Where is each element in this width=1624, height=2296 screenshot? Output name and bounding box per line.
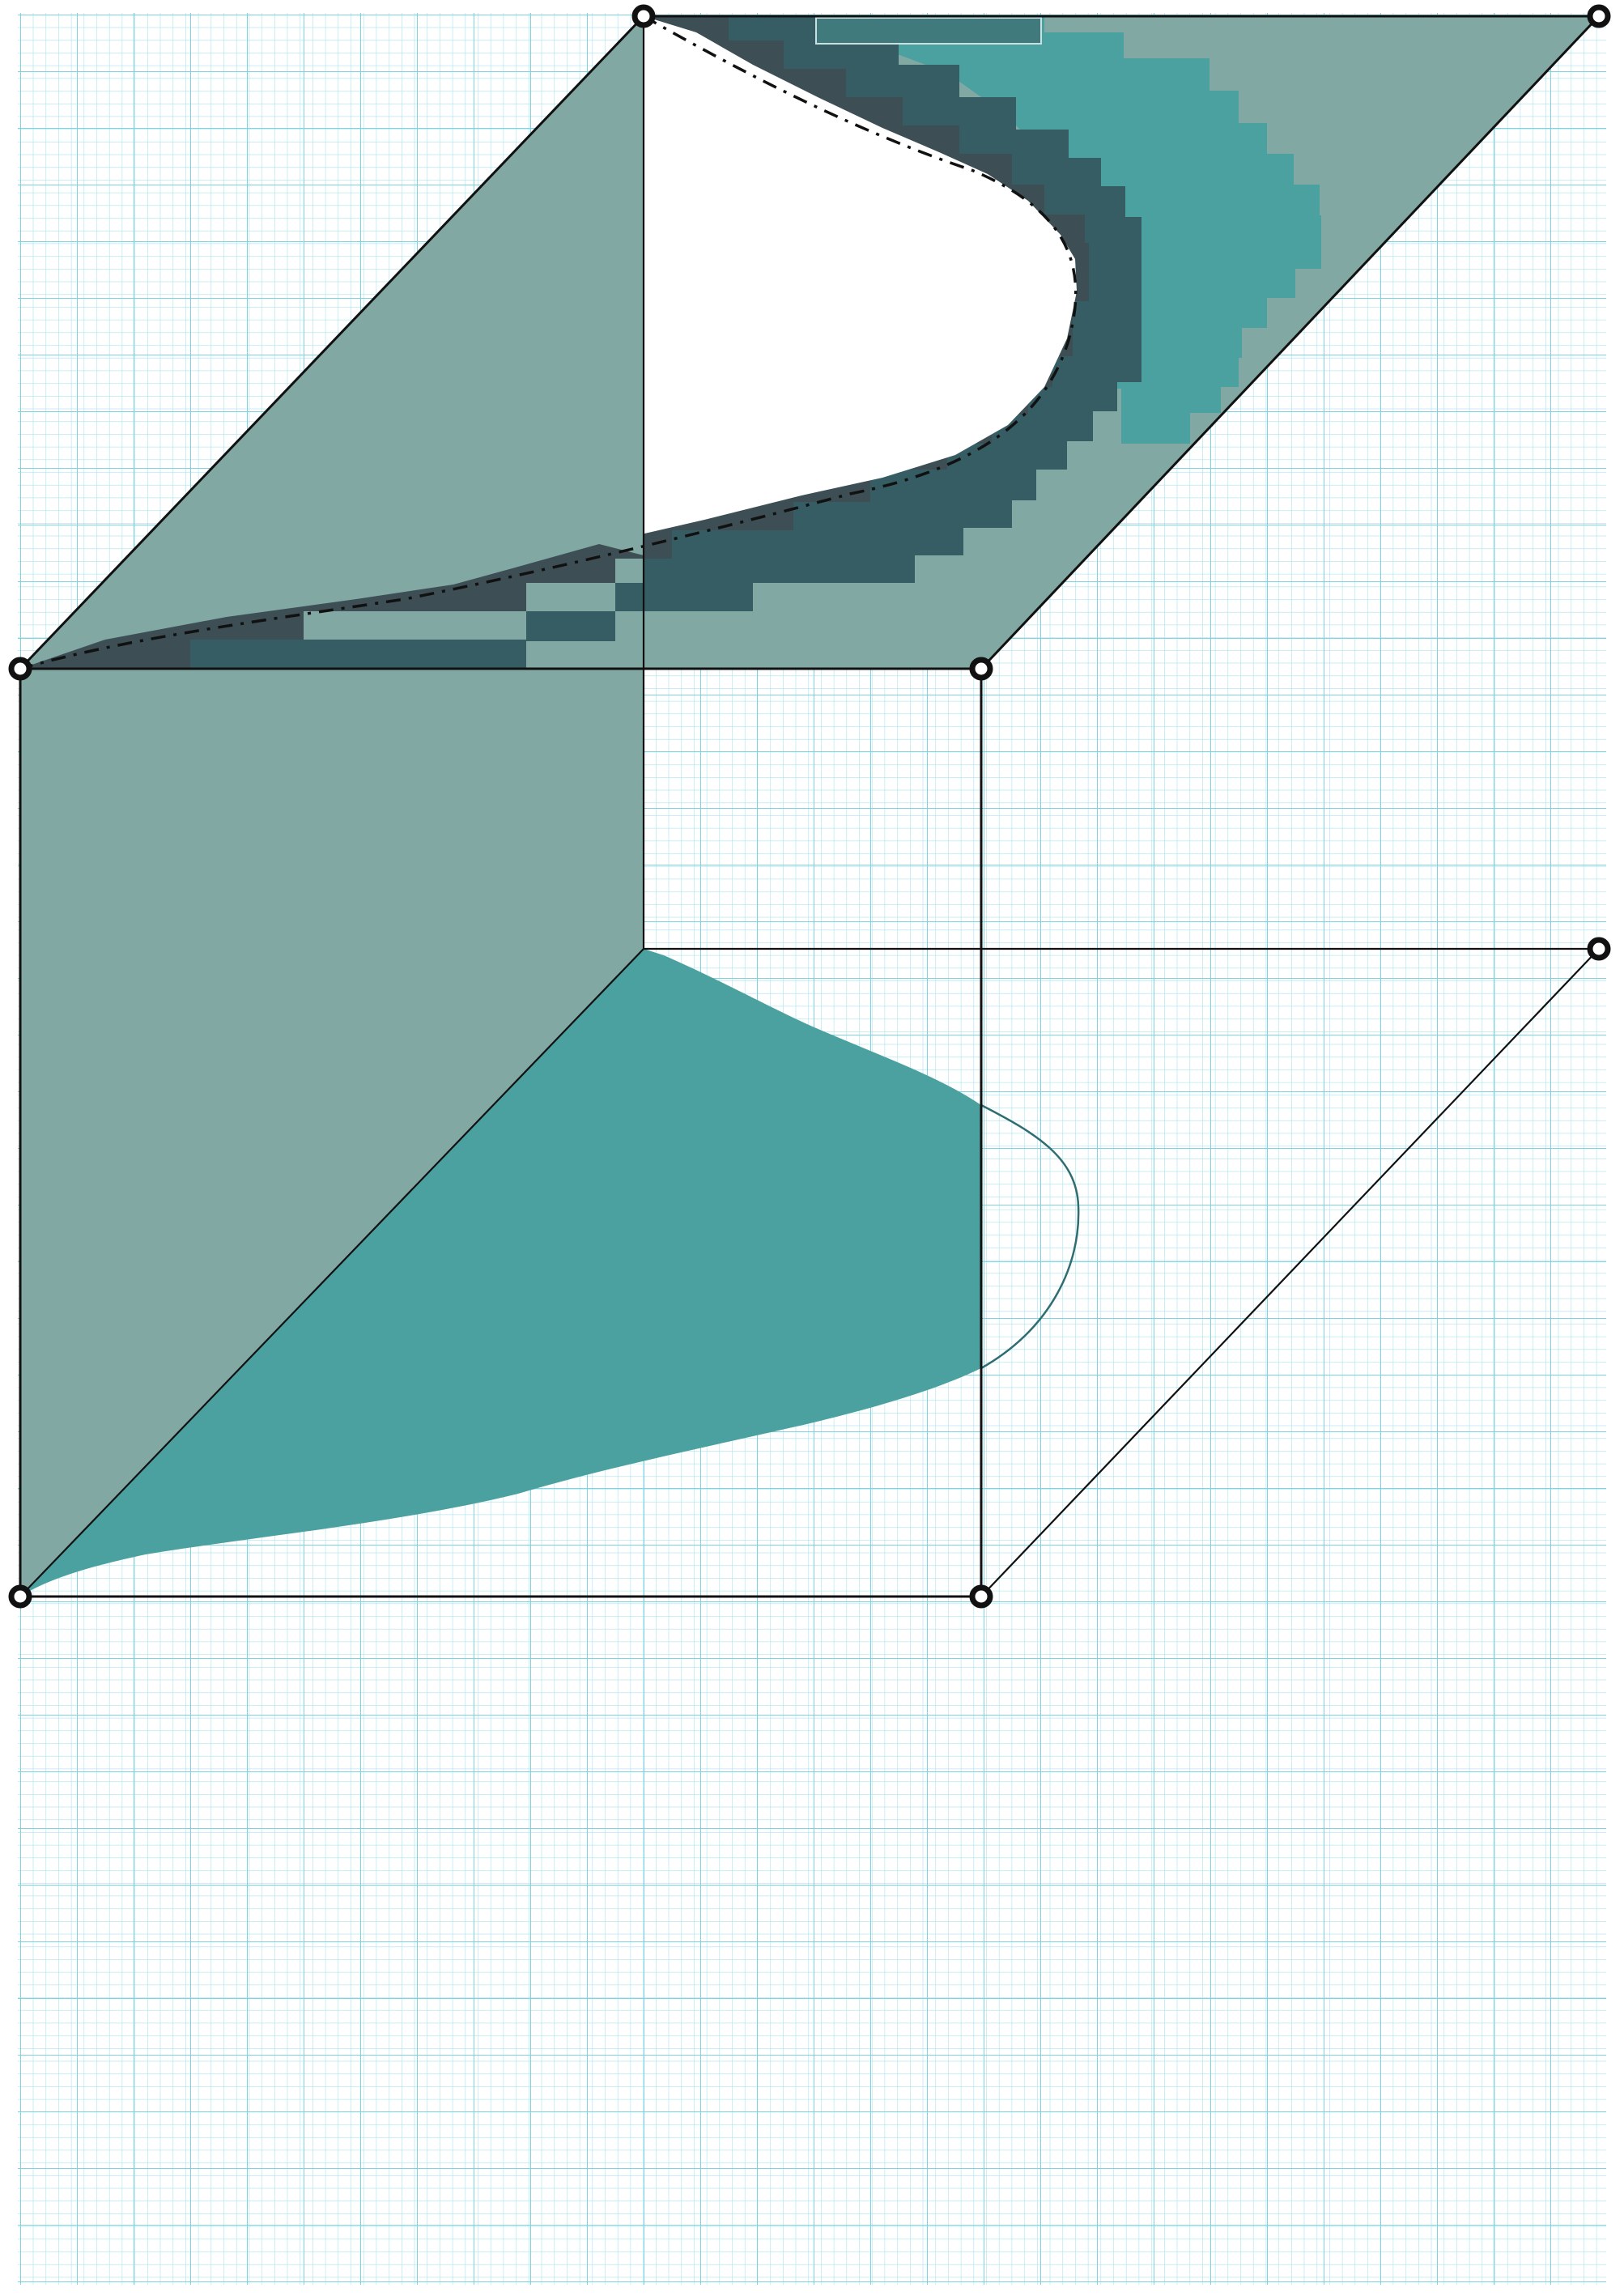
edge-top-right <box>980 15 1601 670</box>
bottom-teal-shape <box>20 949 981 1597</box>
vertex-marker-icon[interactable] <box>969 1584 993 1609</box>
vertex-marker-icon[interactable] <box>1587 937 1611 961</box>
vertex-marker-icon[interactable] <box>8 1584 32 1609</box>
top-curve-left-slate <box>190 583 644 669</box>
top-curve-left-dark <box>20 544 644 669</box>
bottom-curve-outline <box>980 1103 1080 1370</box>
top-curve-interior <box>20 16 1077 669</box>
edge-top-left <box>19 15 645 670</box>
vertex-marker-icon[interactable] <box>8 657 32 681</box>
edge-bottom-left <box>19 948 644 1597</box>
edge-bottom-right <box>980 948 1600 1597</box>
s-curve-dashed <box>19 15 1078 670</box>
top-dark-band <box>20 16 1141 669</box>
top-label-box <box>815 17 1042 45</box>
vertex-marker-icon[interactable] <box>1587 4 1611 28</box>
vertex-marker-icon[interactable] <box>969 657 993 681</box>
vertex-marker-icon[interactable] <box>631 4 656 28</box>
